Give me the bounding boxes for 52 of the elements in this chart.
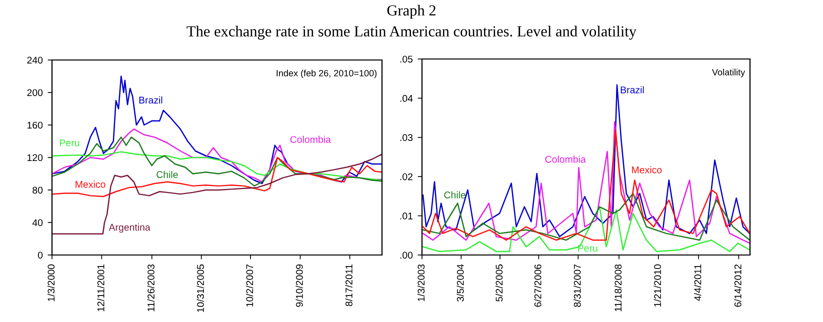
x-tick-label: 11/18/2008 bbox=[614, 264, 622, 312]
x-tick-label: 9/10/2009 bbox=[296, 264, 303, 307]
chart-subtitle: The exchange rate in some Latin American countries. Level and volatility bbox=[186, 26, 636, 40]
series-label: Colombia bbox=[290, 136, 331, 143]
x-tick-label: 11/26/2003 bbox=[147, 264, 154, 312]
x-tick-label: 5/2/2005 bbox=[496, 264, 503, 302]
line-series bbox=[52, 151, 382, 181]
line-series bbox=[422, 206, 750, 252]
y-tick-label: .01 bbox=[400, 212, 412, 220]
y-tick-label: .05 bbox=[400, 56, 413, 63]
y-tick-label: 40 bbox=[32, 219, 43, 226]
y-tick-label: 240 bbox=[27, 56, 43, 64]
annotation: Index (feb 26, 2010=100) bbox=[276, 70, 376, 78]
series-label: Mexico bbox=[76, 180, 106, 188]
series-label: Colombia bbox=[545, 156, 586, 163]
series-label: Argentina bbox=[108, 224, 150, 233]
annotation: Volatility bbox=[712, 68, 746, 78]
x-tick-label: 10/31/2005 bbox=[196, 264, 204, 312]
line-series bbox=[422, 192, 750, 241]
y-tick-label: 0 bbox=[38, 252, 43, 259]
y-tick-label: 160 bbox=[27, 122, 43, 129]
x-tick-label: 4/4/2011 bbox=[694, 264, 702, 301]
series-label: Peru bbox=[578, 244, 598, 252]
x-tick-label: 1/21/2010 bbox=[654, 264, 661, 307]
x-tick-label: 8/31/2007 bbox=[574, 264, 581, 307]
y-tick-label: .03 bbox=[400, 134, 413, 142]
x-tick-label: 1/3/2003 bbox=[417, 264, 425, 302]
series-label: Brazil bbox=[620, 86, 644, 94]
series-label: Mexico bbox=[632, 166, 662, 174]
y-tick-label: .00 bbox=[400, 252, 413, 259]
series-label: Chile bbox=[444, 191, 466, 198]
y-tick-label: 200 bbox=[27, 89, 43, 96]
x-tick-label: 8/17/2011 bbox=[345, 264, 352, 306]
line-series bbox=[52, 128, 382, 182]
y-tick-label: 80 bbox=[32, 186, 43, 194]
y-tick-label: .02 bbox=[400, 173, 412, 180]
line-series bbox=[52, 136, 382, 187]
series-label: Brazil bbox=[139, 96, 162, 104]
chart-title: Graph 2 bbox=[387, 4, 436, 19]
x-tick-label: 10/2/2007 bbox=[246, 264, 254, 307]
series-label: Chile bbox=[156, 170, 178, 178]
x-tick-label: 6/27/2006 bbox=[534, 264, 542, 307]
y-tick-label: .04 bbox=[400, 94, 413, 102]
line-series bbox=[422, 84, 750, 238]
x-tick-label: 6/14/2012 bbox=[734, 264, 742, 307]
y-tick-label: 120 bbox=[27, 154, 43, 162]
x-tick-label: 3/5/2004 bbox=[456, 264, 464, 302]
line-series bbox=[52, 156, 382, 198]
series-label: Peru bbox=[60, 139, 80, 146]
x-tick-label: 1/3/2000 bbox=[47, 264, 55, 302]
line-series bbox=[52, 154, 382, 234]
x-tick-label: 12/11/2001 bbox=[97, 264, 104, 312]
